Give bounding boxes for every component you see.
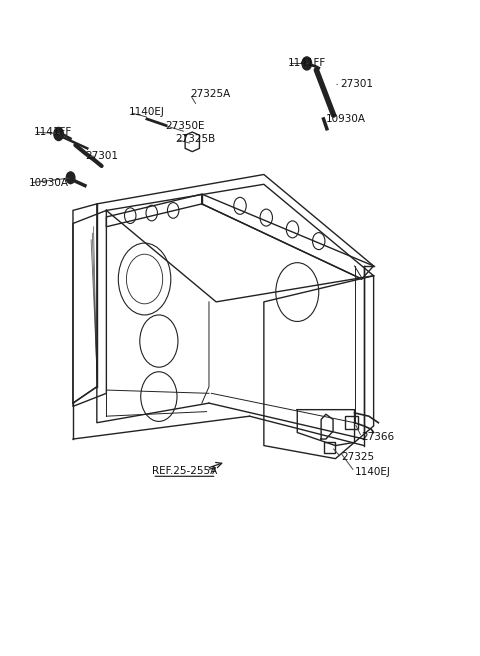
Text: 1141FF: 1141FF — [288, 58, 326, 68]
Text: 27301: 27301 — [85, 151, 118, 161]
Text: 1141FF: 1141FF — [34, 127, 72, 137]
Text: 1140EJ: 1140EJ — [129, 108, 165, 117]
Text: 27325: 27325 — [341, 453, 374, 462]
Circle shape — [66, 172, 75, 184]
Text: 27350E: 27350E — [165, 121, 204, 131]
Text: 1140EJ: 1140EJ — [355, 466, 390, 477]
Circle shape — [302, 57, 312, 70]
Text: 27325A: 27325A — [190, 89, 230, 99]
Text: 27366: 27366 — [362, 432, 395, 442]
Circle shape — [54, 127, 63, 140]
Text: 27301: 27301 — [340, 79, 373, 89]
Text: 10930A: 10930A — [29, 178, 69, 188]
Bar — [345, 416, 359, 429]
Text: REF.25-255A: REF.25-255A — [152, 466, 217, 476]
Text: 27325B: 27325B — [176, 134, 216, 144]
Bar — [324, 441, 336, 453]
Text: 10930A: 10930A — [326, 114, 366, 124]
